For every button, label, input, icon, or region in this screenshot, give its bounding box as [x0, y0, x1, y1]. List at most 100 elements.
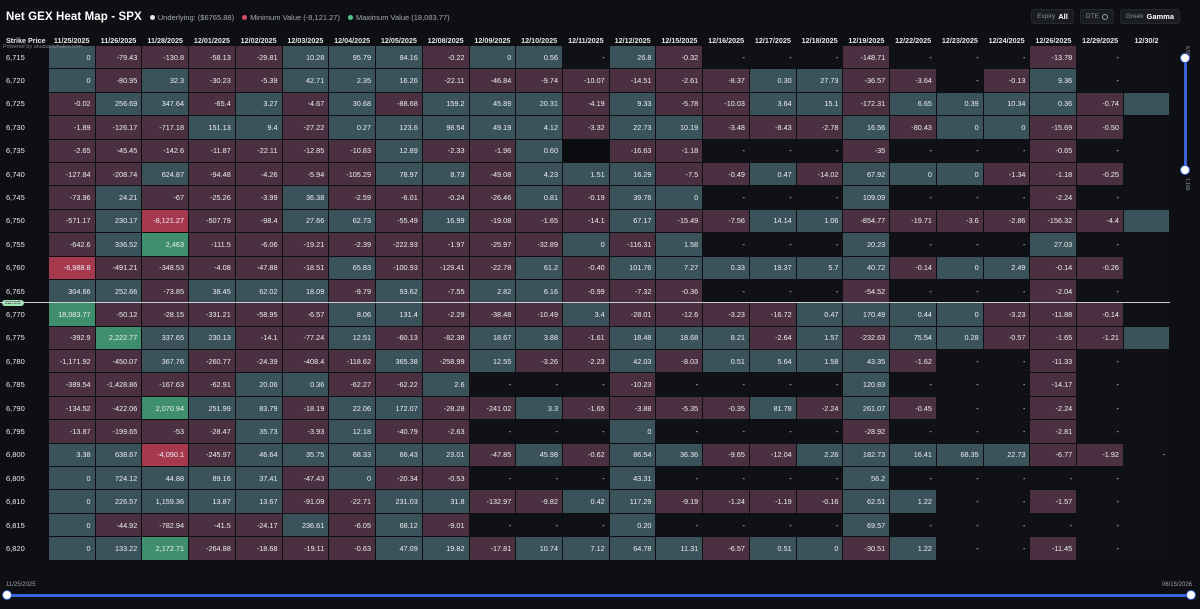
- gex-value-cell[interactable]: 367.76: [142, 350, 189, 373]
- gex-value-cell[interactable]: -: [516, 513, 563, 537]
- gex-value-cell[interactable]: -: [563, 513, 609, 537]
- gex-value-cell[interactable]: 336.52: [95, 233, 142, 256]
- strike-range-slider[interactable]: 6,595 7,160: [1178, 44, 1192, 191]
- gex-value-cell[interactable]: 3.64: [749, 92, 796, 116]
- gex-value-cell[interactable]: -1.18: [656, 139, 703, 162]
- gex-value-cell[interactable]: -: [749, 513, 796, 537]
- gex-value-cell[interactable]: -1.34: [983, 162, 1030, 186]
- gex-value-cell[interactable]: -79.43: [95, 46, 142, 69]
- gex-value-cell[interactable]: -: [1123, 443, 1169, 467]
- gex-value-cell[interactable]: -: [1030, 513, 1077, 537]
- expiry-column-header[interactable]: 12/10/2025: [516, 35, 563, 45]
- gex-value-cell[interactable]: -7.55: [422, 279, 469, 303]
- gex-value-cell[interactable]: -6.57: [703, 537, 749, 560]
- gex-value-cell[interactable]: -: [983, 490, 1030, 513]
- gex-value-cell[interactable]: 2.26: [796, 443, 843, 467]
- gex-value-cell[interactable]: -331.21: [189, 303, 235, 326]
- gex-value-cell[interactable]: -2.59: [329, 186, 376, 209]
- gex-value-cell[interactable]: 8.73: [422, 162, 469, 186]
- gex-value-cell[interactable]: -2.78: [796, 116, 843, 139]
- gex-value-cell[interactable]: -: [749, 139, 796, 162]
- gex-value-cell[interactable]: -15.69: [1030, 116, 1077, 139]
- gex-value-cell[interactable]: 62.73: [329, 209, 376, 233]
- gex-value-cell[interactable]: -4.26: [235, 162, 282, 186]
- gex-value-cell[interactable]: -: [983, 233, 1030, 256]
- expiry-column-header[interactable]: 11/28/2025: [142, 35, 189, 45]
- gex-value-cell[interactable]: 0.36: [1030, 92, 1077, 116]
- gex-value-cell[interactable]: 68.35: [936, 443, 983, 467]
- gex-value-cell[interactable]: -0.02: [48, 92, 95, 116]
- gex-value-cell[interactable]: -0.14: [1077, 303, 1123, 326]
- gex-value-cell[interactable]: -0.36: [656, 279, 703, 303]
- gex-value-cell[interactable]: 151.13: [189, 116, 235, 139]
- gex-value-cell[interactable]: -1.61: [563, 326, 609, 350]
- gex-value-cell[interactable]: -: [1077, 396, 1123, 420]
- gex-value-cell[interactable]: 39.76: [609, 186, 656, 209]
- gex-value-cell[interactable]: -: [1077, 350, 1123, 373]
- gex-value-cell[interactable]: -18.68: [235, 537, 282, 560]
- gex-value-cell[interactable]: -: [749, 420, 796, 443]
- gex-value-cell[interactable]: -: [890, 467, 936, 490]
- gex-value-cell[interactable]: 0.20: [609, 513, 656, 537]
- gex-value-cell[interactable]: -2.04: [1030, 279, 1077, 303]
- expiry-column-header[interactable]: 12/16/2025: [703, 35, 749, 45]
- gex-value-cell[interactable]: -0.26: [1077, 256, 1123, 279]
- gex-value-cell[interactable]: 13.87: [189, 490, 235, 513]
- gex-value-cell[interactable]: -: [890, 46, 936, 69]
- gex-value-cell[interactable]: -38.48: [469, 303, 516, 326]
- gex-value-cell[interactable]: 46.64: [235, 443, 282, 467]
- gex-value-cell[interactable]: -717.18: [142, 116, 189, 139]
- gex-value-cell[interactable]: 101.76: [609, 256, 656, 279]
- gex-value-cell[interactable]: 68.33: [329, 443, 376, 467]
- gex-value-cell[interactable]: -14.51: [609, 69, 656, 92]
- gex-value-cell[interactable]: 98.54: [422, 116, 469, 139]
- gex-value-cell[interactable]: -4.19: [563, 92, 609, 116]
- gex-value-cell[interactable]: 0.33: [703, 256, 749, 279]
- gex-value-cell[interactable]: -25.26: [189, 186, 235, 209]
- gex-value-cell[interactable]: -0.22: [422, 46, 469, 69]
- gex-value-cell[interactable]: 22.06: [329, 396, 376, 420]
- gex-value-cell[interactable]: 26.8: [609, 46, 656, 69]
- gex-value-cell[interactable]: -28.28: [422, 396, 469, 420]
- gex-value-cell[interactable]: -: [936, 490, 983, 513]
- gex-value-cell[interactable]: 304.66: [48, 279, 95, 303]
- gex-value-cell[interactable]: -58.95: [235, 303, 282, 326]
- gex-value-cell[interactable]: -28.92: [843, 420, 890, 443]
- gex-value-cell[interactable]: 0.30: [749, 69, 796, 92]
- expiry-column-header[interactable]: 12/01/2025: [189, 35, 235, 45]
- gex-value-cell[interactable]: -: [796, 513, 843, 537]
- gex-value-cell[interactable]: 0: [48, 537, 95, 560]
- gex-value-cell[interactable]: 3.3: [516, 396, 563, 420]
- gex-value-cell[interactable]: 16.26: [376, 69, 422, 92]
- gex-value-cell[interactable]: -: [516, 420, 563, 443]
- gex-value-cell[interactable]: -: [936, 69, 983, 92]
- gex-value-cell[interactable]: [1123, 420, 1169, 443]
- gex-value-cell[interactable]: -4.4: [1077, 209, 1123, 233]
- strike-range-track[interactable]: [1184, 58, 1187, 170]
- gex-value-cell[interactable]: -4.67: [282, 92, 329, 116]
- gex-value-cell[interactable]: -29.81: [235, 46, 282, 69]
- gex-value-cell[interactable]: -54.52: [843, 279, 890, 303]
- gex-value-cell[interactable]: -3.6: [936, 209, 983, 233]
- gex-value-cell[interactable]: 16.41: [890, 443, 936, 467]
- gex-value-cell[interactable]: 2.6: [422, 373, 469, 396]
- gex-value-cell[interactable]: -: [796, 373, 843, 396]
- gex-value-cell[interactable]: 18.68: [656, 326, 703, 350]
- gex-value-cell[interactable]: -: [796, 46, 843, 69]
- gex-value-cell[interactable]: 36.36: [656, 443, 703, 467]
- gex-value-cell[interactable]: 1.58: [656, 233, 703, 256]
- gex-value-cell[interactable]: -: [890, 279, 936, 303]
- gex-value-cell[interactable]: 84.16: [376, 46, 422, 69]
- gex-value-cell[interactable]: 6.16: [516, 279, 563, 303]
- expiry-column-header[interactable]: 12/19/2025: [843, 35, 890, 45]
- gex-value-cell[interactable]: -62.91: [189, 373, 235, 396]
- gex-value-cell[interactable]: -3.23: [983, 303, 1030, 326]
- gex-value-cell[interactable]: -111.5: [189, 233, 235, 256]
- gex-value-cell[interactable]: -11.87: [189, 139, 235, 162]
- gex-value-cell[interactable]: -20.34: [376, 467, 422, 490]
- gex-value-cell[interactable]: -2.81: [1030, 420, 1077, 443]
- gex-value-cell[interactable]: 172.07: [376, 396, 422, 420]
- gex-value-cell[interactable]: -: [936, 420, 983, 443]
- expiry-column-header[interactable]: 12/30/2: [1123, 35, 1169, 45]
- gex-value-cell[interactable]: 365.38: [376, 350, 422, 373]
